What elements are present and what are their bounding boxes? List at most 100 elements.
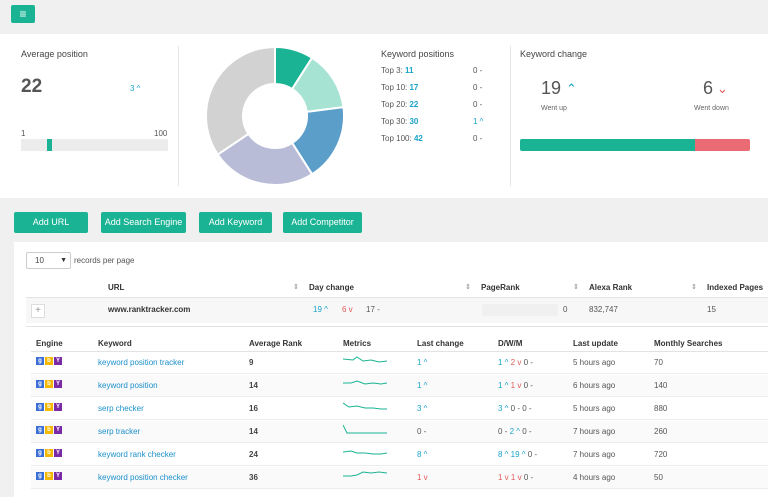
records-per-page-select[interactable]: 10 ▼ (26, 252, 71, 269)
keyword-link[interactable]: keyword position checker (98, 473, 188, 482)
bing-icon: b (45, 449, 53, 457)
average-rank: 9 (249, 358, 254, 367)
metrics-sparkline (343, 356, 387, 363)
dwm: 1 v 1 v 0 - (498, 473, 534, 482)
header-pagerank[interactable]: PageRank (481, 283, 520, 292)
position-range-bar (21, 139, 168, 151)
metrics-sparkline (343, 424, 387, 434)
last-update: 6 hours ago (573, 381, 616, 390)
dwm: 8 ^ 19 ^ 0 - (498, 450, 538, 459)
dwm: 1 ^ 2 v 0 - (498, 358, 533, 367)
indexed-pages-value: 15 (707, 305, 716, 314)
add-url-button[interactable]: Add URL (14, 212, 88, 233)
metrics-sparkline (343, 380, 387, 385)
divider (31, 351, 768, 352)
google-icon: g (36, 449, 44, 457)
kp-change: 0 - (473, 66, 483, 75)
dwm: 1 ^ 1 v 0 - (498, 381, 533, 390)
header-dwm[interactable]: D/W/M (498, 339, 523, 348)
last-update: 5 hours ago (573, 358, 616, 367)
header-indexed-pages[interactable]: Indexed Pages (707, 283, 764, 292)
expand-icon[interactable]: + (31, 304, 45, 318)
yahoo-icon: Y (54, 449, 62, 457)
average-rank: 16 (249, 404, 258, 413)
sort-icon[interactable]: ⇕ (465, 284, 471, 291)
sort-icon[interactable]: ⇕ (293, 284, 299, 291)
keyword-link[interactable]: keyword position tracker (98, 358, 185, 367)
kp-row-top3: Top 3: 11 (381, 66, 414, 75)
header-alexa-rank[interactable]: Alexa Rank (589, 283, 633, 292)
dwm: 3 ^ 0 - 0 - (498, 404, 532, 413)
average-rank: 24 (249, 450, 258, 459)
position-range-marker (47, 139, 52, 151)
add-keyword-button[interactable]: Add Keyword (199, 212, 272, 233)
keyword-positions-donut-chart (205, 46, 345, 186)
went-up-value: 19 (541, 78, 562, 98)
went-down-label: Went down (694, 105, 729, 112)
range-min: 1 (21, 129, 26, 138)
pagerank-value: 0 (563, 305, 568, 314)
keyword-link[interactable]: keyword position (98, 381, 158, 390)
last-update: 7 hours ago (573, 450, 616, 459)
day-change-down: 6 v (342, 305, 353, 314)
keyword-link[interactable]: keyword rank checker (98, 450, 176, 459)
metrics-sparkline (343, 402, 387, 410)
google-icon: g (36, 403, 44, 411)
yahoo-icon: Y (54, 426, 62, 434)
divider (178, 46, 179, 186)
header-last-update[interactable]: Last update (573, 339, 618, 348)
went-up-label: Went up (541, 105, 567, 112)
average-rank: 14 (249, 381, 258, 390)
bing-icon: b (45, 380, 53, 388)
metrics-sparkline (343, 450, 387, 455)
keyword-link[interactable]: serp tracker (98, 427, 141, 436)
header-url[interactable]: URL (108, 283, 125, 292)
google-icon: g (36, 380, 44, 388)
monthly-searches: 70 (654, 358, 663, 367)
keyword-link[interactable]: serp checker (98, 404, 144, 413)
kp-change: 0 - (473, 134, 483, 143)
site-url[interactable]: www.ranktracker.com (108, 305, 191, 314)
header-monthly-searches[interactable]: Monthly Searches (654, 339, 723, 348)
metrics-sparkline (343, 471, 387, 477)
sort-icon[interactable]: ⇕ (691, 284, 697, 291)
header-average-rank[interactable]: Average Rank (249, 339, 303, 348)
sort-icon[interactable]: ⇕ (573, 284, 579, 291)
header-keyword[interactable]: Keyword (98, 339, 132, 348)
average-position-title: Average position (21, 49, 88, 59)
up-arrow-icon: ⌃ (566, 81, 577, 96)
dwm: 0 - 2 ^ 0 - (498, 427, 532, 436)
yahoo-icon: Y (54, 357, 62, 365)
kp-change: 0 - (473, 83, 483, 92)
average-rank: 36 (249, 473, 258, 482)
keyword-change-bar (520, 139, 750, 151)
kp-row-top20: Top 20: 22 (381, 100, 419, 109)
add-search-engine-button[interactable]: Add Search Engine (101, 212, 186, 233)
records-per-page-label: records per page (74, 256, 135, 265)
kp-change: 0 - (473, 100, 483, 109)
kp-change: 1 ^ (473, 117, 484, 126)
last-change: 1 ^ (417, 358, 428, 367)
hamburger-icon[interactable]: ≡ (11, 5, 35, 23)
keyword-change-title: Keyword change (520, 49, 588, 59)
bing-icon: b (45, 426, 53, 434)
bing-icon: b (45, 472, 53, 480)
site-row[interactable] (26, 298, 768, 323)
add-competitor-button[interactable]: Add Competitor (283, 212, 362, 233)
top-bar: ≡ (0, 0, 768, 34)
header-last-change[interactable]: Last change (417, 339, 464, 348)
went-down-fill (694, 139, 750, 151)
last-change: 8 ^ (417, 450, 428, 459)
monthly-searches: 50 (654, 473, 663, 482)
last-change: 1 ^ (417, 381, 428, 390)
average-rank: 14 (249, 427, 258, 436)
header-day-change[interactable]: Day change (309, 283, 354, 292)
